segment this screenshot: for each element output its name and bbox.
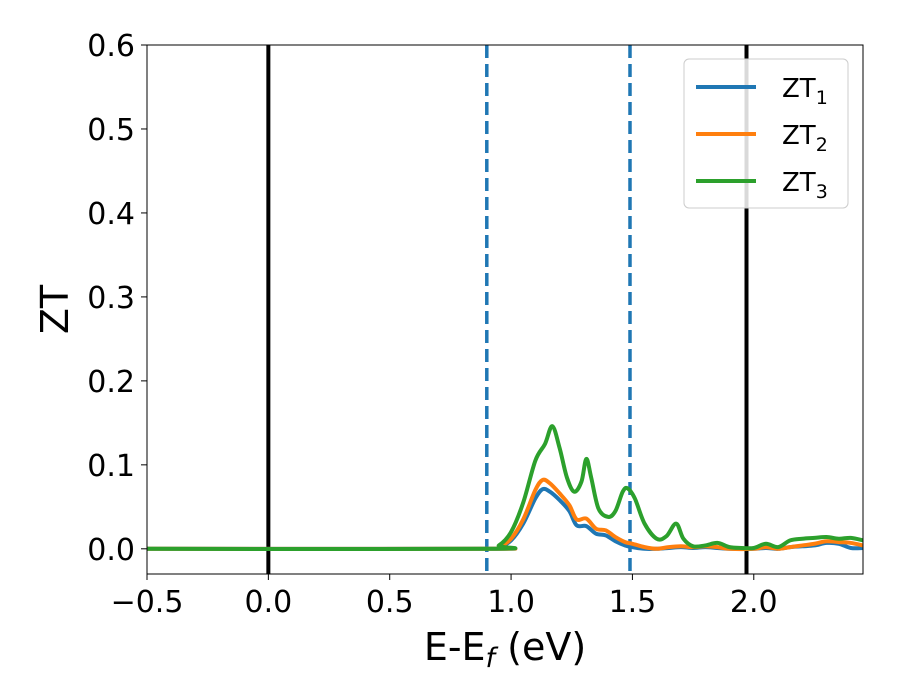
plot-area-frame (146, 44, 864, 575)
x-tick-label: 0.0 (244, 585, 292, 620)
series-line-zt3 (147, 424, 863, 552)
legend-label: ZT3 (782, 168, 828, 203)
series-lines (147, 424, 863, 552)
series-line-zt2 (147, 477, 863, 552)
legend-label: ZT1 (782, 74, 828, 109)
legend-box (683, 58, 849, 209)
legend: ZT1 ZT2 ZT3 (683, 58, 849, 209)
y-axis: 0.0 0.1 0.2 0.3 0.4 0.5 0.6 (87, 29, 147, 568)
x-tick-label: −0.5 (111, 585, 184, 620)
y-tick-label: 0.5 (87, 113, 135, 148)
y-tick-label: 0.2 (87, 365, 135, 400)
y-tick-label: 0.1 (87, 449, 135, 484)
y-tick-label: 0.4 (87, 197, 135, 232)
x-axis-title: E-Ef (eV) (424, 625, 586, 674)
y-tick-label: 0.0 (87, 533, 135, 568)
legend-label: ZT2 (782, 121, 828, 156)
x-tick-label: 1.5 (609, 585, 657, 620)
x-tick-label: 2.0 (730, 585, 778, 620)
y-tick-label: 0.6 (87, 29, 135, 64)
x-axis: −0.5 0.0 0.5 1.0 1.5 2.0 (111, 574, 778, 620)
reference-lines (266, 45, 749, 574)
y-tick-label: 0.3 (87, 281, 135, 316)
y-axis-title: ZT (33, 284, 77, 334)
x-tick-label: 1.0 (487, 585, 535, 620)
x-tick-label: 0.5 (366, 585, 414, 620)
